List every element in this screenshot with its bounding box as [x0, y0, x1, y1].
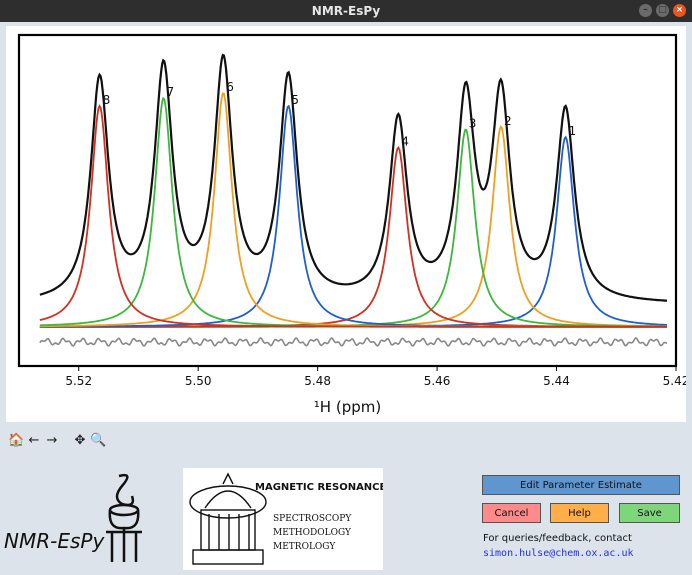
x-tick-label-4: 5.44 — [543, 374, 570, 388]
peak-label-7: 7 — [167, 85, 175, 99]
cancel-button[interactable]: Cancel — [482, 503, 541, 523]
peak-5-curve — [39, 104, 667, 328]
total-spectrum-line — [39, 53, 668, 302]
mr-line-3: METROLOGY — [273, 542, 336, 552]
x-tick-label-2: 5.48 — [304, 374, 331, 388]
peak-label-8: 8 — [103, 93, 111, 107]
residual-line — [39, 336, 668, 347]
contact-email[interactable]: simon.hulse@chem.ox.ac.uk — [483, 548, 634, 559]
forward-arrow-icon[interactable]: → — [46, 433, 58, 448]
magnetic-resonance-logo: MAGNETIC RESONANCE SPECTROSCOPY METHODOL… — [183, 468, 383, 570]
edit-parameter-estimate-button[interactable]: Edit Parameter Estimate — [482, 475, 680, 495]
pan-icon[interactable]: ✥ — [74, 433, 86, 448]
back-arrow-icon[interactable]: ← — [28, 433, 40, 448]
window-controls: – □ × — [639, 4, 686, 17]
mr-line-2: METHODOLOGY — [273, 528, 352, 538]
x-tick-label-1: 5.50 — [185, 374, 212, 388]
save-button[interactable]: Save — [619, 503, 680, 523]
nmrespy-logo: NMR-EsPy — [4, 470, 172, 570]
plot-frame — [17, 33, 678, 368]
building-icon — [189, 472, 267, 565]
peak-label-1: 1 — [569, 124, 577, 138]
peak-label-5: 5 — [291, 93, 299, 107]
spectrum-svg: 1 2 3 4 5 6 7 8 5.52 5.50 5.48 5.46 5.44 5.42 ¹H (ppm) — [17, 33, 686, 416]
close-button[interactable]: × — [673, 4, 686, 17]
x-tick-label-3: 5.46 — [424, 374, 451, 388]
window-title: NMR-EsPy — [311, 4, 381, 18]
flask-icon — [106, 473, 142, 562]
x-tick-label-0: 5.52 — [65, 374, 92, 388]
mr-title: MAGNETIC RESONANCE — [255, 482, 383, 493]
peak-8-curve — [39, 104, 667, 328]
x-tick-label-5: 5.42 — [663, 374, 686, 388]
home-icon[interactable]: 🏠 — [8, 433, 25, 448]
peak-label-4: 4 — [401, 135, 409, 149]
plot-toolbar: 🏠 ← → ✥ 🔍 — [8, 433, 106, 449]
window-titlebar: NMR-EsPy – □ × — [0, 0, 692, 22]
help-button[interactable]: Help — [550, 503, 609, 523]
zoom-icon[interactable]: 🔍 — [90, 433, 107, 448]
peak-label-6: 6 — [226, 80, 234, 94]
mr-line-1: SPECTROSCOPY — [273, 514, 352, 524]
minimize-button[interactable]: – — [639, 4, 652, 17]
spectrum-plot[interactable]: 1 2 3 4 5 6 7 8 5.52 5.50 5.48 5.46 5.44 5.42 ¹H (ppm) — [6, 26, 686, 422]
x-axis-label: ¹H (ppm) — [314, 398, 381, 416]
peak-label-3: 3 — [469, 116, 477, 130]
nmrespy-logo-text: NMR-EsPy — [4, 529, 105, 553]
maximize-button[interactable]: □ — [656, 4, 669, 17]
contact-text: For queries/feedback, contact — [483, 533, 632, 544]
peak-label-2: 2 — [504, 114, 512, 128]
